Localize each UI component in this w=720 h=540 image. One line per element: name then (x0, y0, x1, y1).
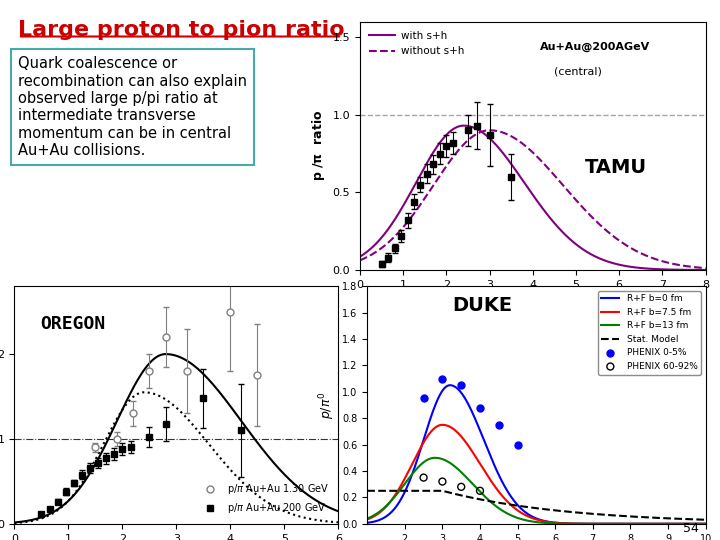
Y-axis label: $p/\pi^0$: $p/\pi^0$ (317, 392, 336, 418)
Line: Stat. Model: Stat. Model (367, 491, 706, 520)
Text: TAMU: TAMU (585, 158, 647, 177)
R+F b=0 fm (446, 382, 454, 388)
PHENIX 60-92% (456, 483, 467, 491)
R+F b=7.5 fm (526, 514, 535, 521)
R+F b=13 fm (565, 521, 574, 527)
R+F b=0 fm (701, 521, 710, 527)
R+F b=7.5 fm (546, 519, 555, 525)
without s+h (523, 144, 531, 151)
with s+h (521, 180, 529, 187)
Stat. Model (526, 504, 534, 511)
Stat. Model (640, 514, 649, 521)
Stat. Model (523, 504, 532, 510)
without s+h (639, 252, 648, 258)
with s+h (562, 233, 571, 239)
Line: without s+h: without s+h (360, 130, 706, 268)
without s+h (544, 165, 552, 171)
R+F b=13 fm (701, 521, 710, 527)
PHENIX 0-5% (456, 381, 467, 389)
R+F b=7.5 fm (363, 516, 372, 523)
Text: 54: 54 (683, 522, 698, 535)
PHENIX 0-5% (436, 374, 448, 383)
R+F b=0 fm (524, 511, 533, 518)
Legend: p/$\pi$ Au+Au 1.30 GeV, p/$\pi$ Au+Au 200 GeV: p/$\pi$ Au+Au 1.30 GeV, p/$\pi$ Au+Au 20… (196, 478, 333, 519)
R+F b=7.5 fm (641, 521, 649, 527)
R+F b=0 fm (694, 521, 703, 527)
PHENIX 0-5% (512, 440, 523, 449)
with s+h (693, 267, 702, 273)
without s+h (356, 257, 364, 264)
R+F b=7.5 fm (701, 521, 710, 527)
with s+h (459, 123, 468, 129)
Stat. Model (546, 507, 554, 513)
R+F b=13 fm (546, 520, 555, 526)
Stat. Model (363, 488, 372, 494)
PHENIX 0-5% (474, 403, 486, 412)
Line: R+F b=7.5 fm: R+F b=7.5 fm (367, 425, 706, 524)
Line: R+F b=0 fm: R+F b=0 fm (367, 385, 706, 524)
R+F b=0 fm (363, 519, 372, 526)
R+F b=13 fm (526, 518, 535, 524)
R+F b=13 fm (431, 455, 439, 461)
PHENIX 60-92% (436, 477, 448, 486)
R+F b=13 fm (694, 521, 703, 527)
R+F b=13 fm (363, 515, 372, 522)
PHENIX 0-5% (418, 394, 429, 403)
PHENIX 60-92% (474, 487, 486, 495)
without s+h (521, 142, 529, 149)
with s+h (701, 267, 710, 273)
with s+h (544, 212, 552, 218)
Y-axis label: $\mathbf{p}$ /$\mathbf{\pi}$  ratio: $\mathbf{p}$ /$\mathbf{\pi}$ ratio (310, 110, 327, 181)
R+F b=0 fm (641, 521, 649, 527)
Text: DUKE: DUKE (452, 296, 512, 315)
Text: Quark coalescence or
recombination can also explain
observed large p/pi ratio at: Quark coalescence or recombination can a… (18, 56, 247, 158)
with s+h (523, 183, 531, 190)
R+F b=7.5 fm (565, 520, 574, 526)
Line: with s+h: with s+h (360, 126, 706, 270)
Text: OREGON: OREGON (40, 315, 106, 333)
R+F b=7.5 fm (694, 521, 703, 527)
Text: Large proton to pion ratio: Large proton to pion ratio (18, 19, 345, 39)
Stat. Model (564, 509, 573, 515)
R+F b=13 fm (641, 521, 649, 527)
without s+h (693, 264, 702, 271)
Text: (central): (central) (554, 66, 601, 76)
Legend: R+F b=0 fm, R+F b=7.5 fm, R+F b=13 fm, Stat. Model, PHENIX 0-5%, PHENIX 60-92%: R+F b=0 fm, R+F b=7.5 fm, R+F b=13 fm, S… (598, 291, 701, 375)
without s+h (701, 265, 710, 272)
X-axis label: $\mathbf{p_T}$ (GeV): $\mathbf{p_T}$ (GeV) (503, 295, 563, 312)
without s+h (485, 127, 494, 133)
R+F b=13 fm (524, 518, 533, 524)
R+F b=0 fm (546, 519, 555, 525)
PHENIX 60-92% (418, 473, 429, 482)
R+F b=7.5 fm (438, 422, 447, 428)
with s+h (639, 265, 648, 272)
PHENIX 0-5% (493, 421, 505, 429)
R+F b=7.5 fm (524, 514, 533, 520)
Text: Au+Au@200AGeV: Au+Au@200AGeV (540, 42, 650, 52)
without s+h (562, 186, 571, 192)
Stat. Model (693, 516, 702, 523)
Legend: with s+h, without s+h: with s+h, without s+h (365, 27, 468, 60)
Stat. Model (701, 517, 710, 523)
with s+h (356, 253, 364, 260)
Line: R+F b=13 fm: R+F b=13 fm (367, 458, 706, 524)
R+F b=0 fm (526, 512, 535, 519)
R+F b=0 fm (565, 520, 574, 526)
